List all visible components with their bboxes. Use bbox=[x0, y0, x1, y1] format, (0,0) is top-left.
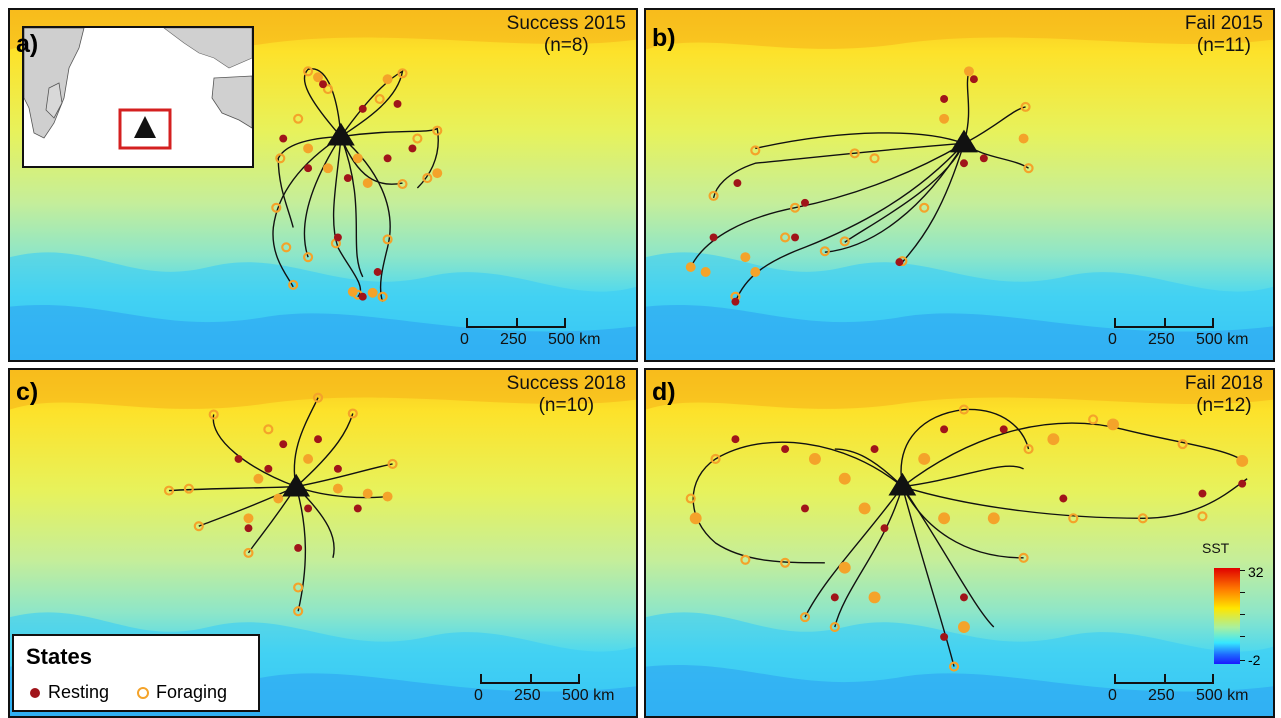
scale-bar-mid-tick bbox=[1164, 318, 1166, 328]
scale-label-500: 500 km bbox=[562, 687, 615, 704]
scale-label-500: 500 km bbox=[1196, 687, 1249, 704]
resting-marker-icon bbox=[30, 688, 40, 698]
scale-label-0: 0 bbox=[474, 687, 483, 704]
scale-bar: 0 250 500 km bbox=[1102, 670, 1248, 710]
panel-label: c) bbox=[16, 378, 39, 406]
sst-gradient-bar bbox=[1214, 568, 1240, 664]
panel-title: Success 2015 (n=8) bbox=[507, 13, 626, 57]
sst-colorbar: SST 32 -2 bbox=[1202, 540, 1264, 670]
colony-triangle-icon bbox=[282, 473, 311, 497]
colony-triangle-icon bbox=[950, 129, 978, 153]
panel-d-fail-2018: d) Fail 2018 (n=12) 0 250 500 km bbox=[644, 368, 1275, 718]
panel-title-line1: Success 2018 bbox=[506, 373, 626, 394]
scale-label-250: 250 bbox=[500, 331, 527, 348]
scale-label-500: 500 km bbox=[548, 331, 601, 348]
panel-title-line2: (n=10) bbox=[538, 395, 595, 416]
panel-title-line2: (n=8) bbox=[543, 35, 589, 56]
scale-bar: 0 250 500 km bbox=[454, 314, 600, 354]
colony-triangle-icon bbox=[326, 122, 355, 146]
scale-bar: 0 250 500 km bbox=[1102, 314, 1248, 354]
legend-foraging-label: Foraging bbox=[156, 682, 228, 702]
panel-label: b) bbox=[652, 24, 676, 52]
sst-background-d bbox=[646, 370, 1273, 716]
scale-bar: 0 250 500 km bbox=[468, 670, 614, 710]
states-legend: States Resting Foraging bbox=[12, 634, 260, 712]
sst-tick bbox=[1240, 570, 1245, 571]
sst-tick bbox=[1240, 592, 1245, 593]
sst-background-c bbox=[10, 370, 636, 716]
panel-c-success-2018: c) Success 2018 (n=10) 0 250 500 km bbox=[8, 368, 638, 718]
scale-label-250: 250 bbox=[1148, 687, 1175, 704]
panel-title: Fail 2018 (n=12) bbox=[1185, 373, 1263, 417]
sst-max-label: 32 bbox=[1248, 564, 1264, 580]
inset-world-map bbox=[23, 27, 253, 150]
panel-title: Success 2018 (n=10) bbox=[507, 373, 626, 417]
sst-title: SST bbox=[1202, 540, 1230, 556]
legend-title: States bbox=[26, 644, 93, 669]
scale-label-250: 250 bbox=[1148, 331, 1175, 348]
sst-tick bbox=[1240, 636, 1245, 637]
scale-label-0: 0 bbox=[460, 331, 469, 348]
sst-min-label: -2 bbox=[1248, 652, 1261, 668]
panel-title-line1: Fail 2015 bbox=[1184, 13, 1263, 34]
sst-tick bbox=[1240, 660, 1245, 661]
scale-label-0: 0 bbox=[1108, 687, 1117, 704]
colony-triangle-icon bbox=[888, 472, 917, 496]
panel-label: a) bbox=[16, 30, 39, 58]
scale-label-0: 0 bbox=[1108, 331, 1117, 348]
panel-title: Fail 2015 (n=11) bbox=[1185, 13, 1263, 57]
panel-a-success-2015: a) Success 2015 (n=8) 0 250 500 km bbox=[8, 8, 638, 362]
legend-resting-label: Resting bbox=[48, 682, 110, 702]
panel-title-line2: (n=12) bbox=[1196, 395, 1252, 416]
sst-background-b bbox=[646, 10, 1273, 360]
scale-label-250: 250 bbox=[514, 687, 541, 704]
scale-label-500: 500 km bbox=[1196, 331, 1249, 348]
panel-title-line1: Success 2015 bbox=[506, 13, 626, 34]
panel-title-line1: Fail 2018 bbox=[1184, 373, 1263, 394]
panel-b-fail-2015: b) Fail 2015 (n=11) 0 250 500 km bbox=[644, 8, 1275, 362]
scale-bar-mid-tick bbox=[1164, 674, 1166, 684]
inset-locator-box bbox=[118, 108, 172, 150]
inset-colony-triangle-icon bbox=[134, 116, 156, 138]
sst-background-a bbox=[10, 10, 636, 360]
panel-label: d) bbox=[652, 378, 676, 406]
panel-title-line2: (n=11) bbox=[1196, 35, 1251, 56]
inset-locator-map bbox=[22, 26, 254, 168]
sst-tick bbox=[1240, 614, 1245, 615]
scale-bar-mid-tick bbox=[516, 318, 518, 328]
scale-bar-mid-tick bbox=[530, 674, 532, 684]
foraging-marker-icon bbox=[137, 687, 149, 699]
